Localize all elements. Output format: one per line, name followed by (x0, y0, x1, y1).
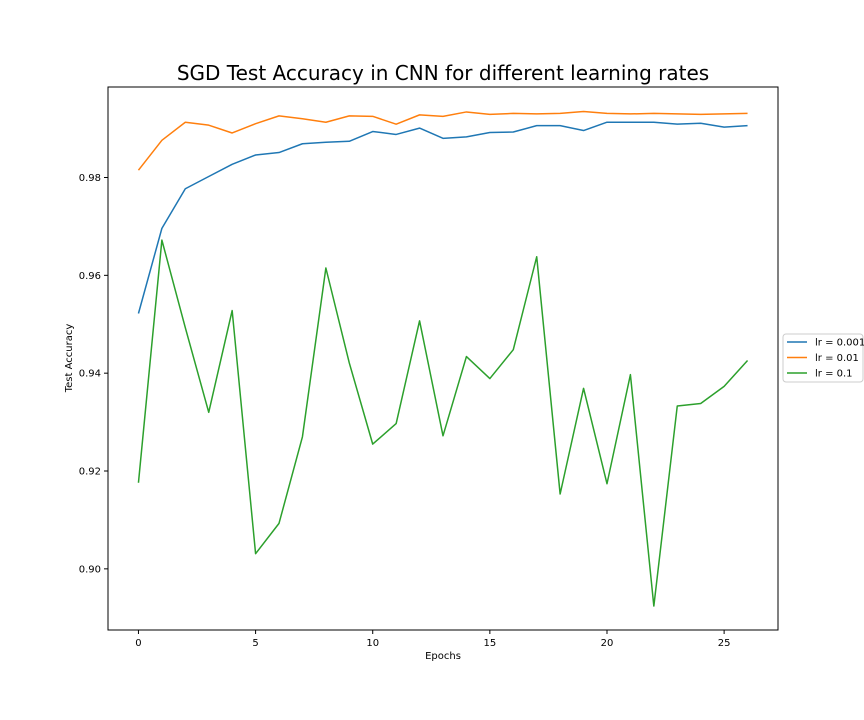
series-layer (137, 110, 749, 607)
y-tick-label: 0.90 (79, 564, 101, 575)
legend-label-1: lr = 0.01 (815, 353, 859, 364)
x-tick-label: 25 (718, 638, 731, 649)
legend-label-2: lr = 0.1 (815, 369, 853, 380)
x-tick-label: 10 (366, 638, 379, 649)
y-tick-label: 0.98 (79, 173, 101, 184)
legend-frame (782, 333, 864, 383)
y-tick-label: 0.96 (79, 271, 101, 282)
series-line-0 (137, 121, 748, 314)
y-tick-label: 0.92 (79, 467, 101, 478)
x-tick-label: 20 (601, 638, 614, 649)
y-axis: 0.90 0.92 0.94 0.96 0.98 (79, 173, 108, 575)
plot-frame (107, 86, 779, 631)
y-axis-label: Test Accuracy (64, 324, 75, 394)
series-line-1 (137, 110, 748, 171)
x-axis-label: Epochs (425, 651, 461, 662)
legend-label-0: lr = 0.001 (815, 338, 864, 349)
chart-title: SGD Test Accuracy in CNN for different l… (177, 61, 709, 85)
x-tick-label: 15 (483, 638, 496, 649)
series-line-2 (137, 239, 749, 607)
x-tick-label: 0 (135, 638, 141, 649)
x-tick-label: 5 (252, 638, 258, 649)
x-axis: 0 5 10 15 20 25 (135, 630, 730, 649)
y-tick-label: 0.94 (79, 369, 101, 380)
legend: lr = 0.001 lr = 0.01 lr = 0.1 (782, 333, 864, 383)
